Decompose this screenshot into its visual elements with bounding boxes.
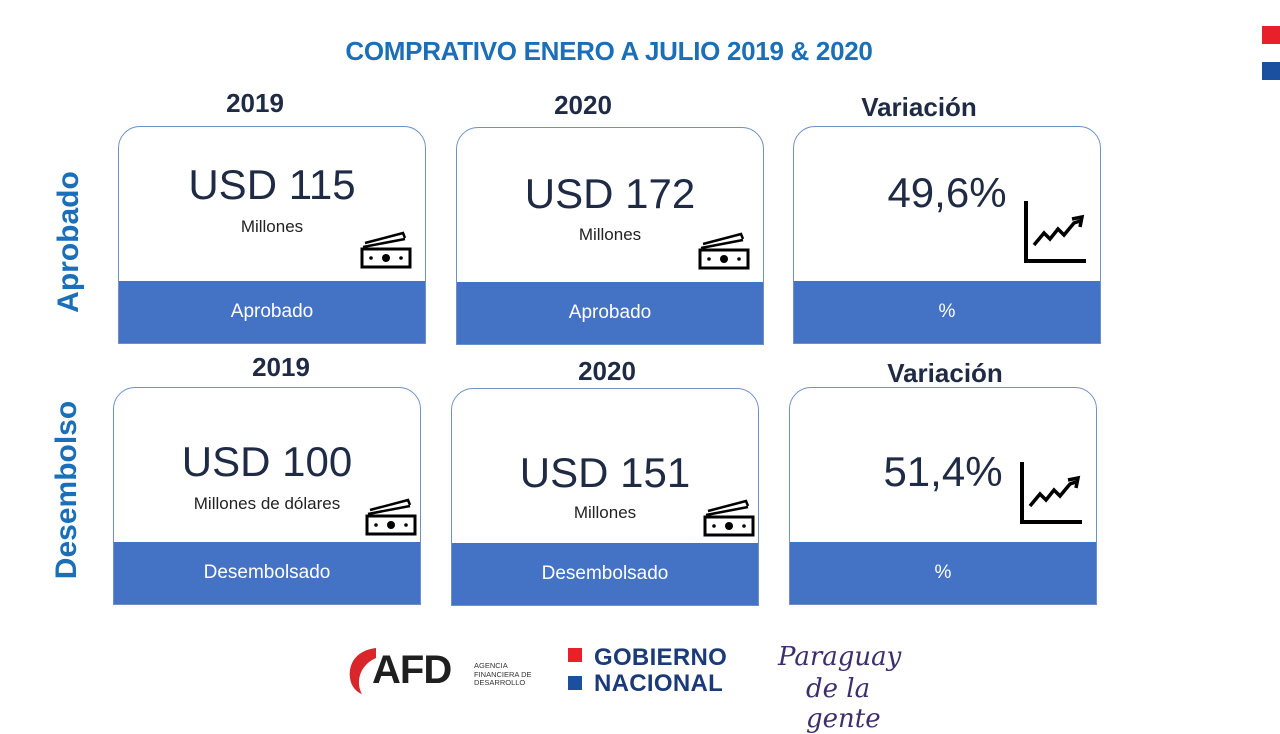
card-footer: Aprobado — [119, 281, 425, 343]
card-desembolso-2019: USD 100 Millones de dólares Desembolsado — [113, 387, 421, 605]
paraguay-line1: Paraguay — [778, 642, 902, 672]
card-footer: % — [794, 281, 1100, 343]
card-footer: Desembolsado — [452, 543, 758, 605]
gobierno-line1: GOBIERNO — [594, 644, 728, 671]
card-value: USD 115 — [188, 161, 356, 208]
afd-mark-icon — [349, 648, 376, 694]
money-icon — [360, 231, 412, 269]
section-label-desembolso: Desembolso — [50, 400, 83, 580]
trend-up-icon — [1024, 201, 1086, 263]
card-aprobado-2020: USD 172 Millones Aprobado — [456, 127, 764, 345]
money-icon — [698, 232, 750, 270]
card-value: 51,4% — [883, 448, 1003, 495]
gobierno-nacional-logo: GOBIERNO NACIONAL — [566, 642, 746, 698]
paraguay-line2: de la gente — [806, 674, 881, 734]
header-2020: 2020 — [554, 90, 612, 120]
money-icon — [365, 498, 417, 536]
card-value: USD 151 — [519, 449, 691, 496]
header-variacion: Variación — [887, 358, 1003, 388]
trend-up-icon — [1020, 462, 1082, 524]
paraguay-de-la-gente-logo: Paraguay de la gente — [776, 640, 936, 734]
card-desembolso-2020: USD 151 Millones Desembolsado — [451, 388, 759, 606]
card-aprobado-variacion: 49,6% % — [793, 126, 1101, 344]
card-unit: Millones — [573, 503, 637, 522]
red-square-icon — [568, 648, 582, 662]
money-icon — [703, 499, 755, 537]
footer-logos: AFD AGENCIA FINANCIERA DE DESARROLLO GOB… — [0, 638, 1280, 734]
header-variacion: Variación — [861, 92, 977, 122]
card-unit: Millones de dólares — [193, 494, 341, 513]
paraguay-flag-icon — [1262, 26, 1280, 80]
section-label-aprobado: Aprobado — [52, 171, 85, 313]
card-value: USD 172 — [524, 170, 696, 217]
card-footer: % — [790, 542, 1096, 604]
card-unit: Millones — [578, 225, 642, 244]
card-aprobado-2019: USD 115 Millones Aprobado — [118, 126, 426, 344]
card-value: USD 100 — [181, 438, 353, 485]
gobierno-line2: NACIONAL — [594, 670, 724, 697]
afd-wordmark: AFD — [372, 648, 452, 692]
header-2019: 2019 — [252, 352, 310, 382]
card-footer: Desembolsado — [114, 542, 420, 604]
blue-square-icon — [568, 676, 582, 690]
card-value: 49,6% — [887, 169, 1007, 216]
card-desembolso-variacion: 51,4% % — [789, 387, 1097, 605]
page-title: COMPRATIVO ENERO A JULIO 2019 & 2020 — [345, 36, 873, 66]
afd-logo: AFD AGENCIA FINANCIERA DE DESARROLLO — [346, 644, 536, 700]
afd-subtitle: AGENCIA FINANCIERA DE DESARROLLO — [474, 661, 532, 687]
header-2020: 2020 — [578, 356, 636, 386]
header-2019: 2019 — [226, 88, 284, 118]
card-unit: Millones — [240, 217, 304, 236]
card-footer: Aprobado — [457, 282, 763, 344]
